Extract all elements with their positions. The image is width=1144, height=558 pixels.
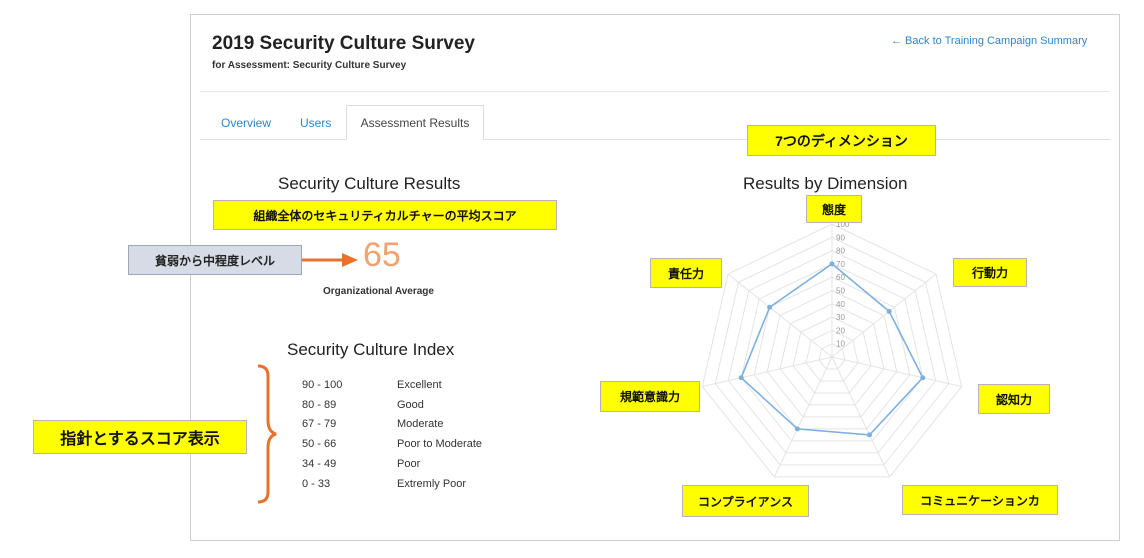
index-label: Excellent bbox=[397, 379, 442, 391]
index-range: 50 - 66 bbox=[302, 438, 337, 450]
index-row: 50 - 66 Poor to Moderate bbox=[302, 438, 482, 450]
index-range: 67 - 79 bbox=[302, 418, 337, 430]
page-title: 2019 Security Culture Survey bbox=[212, 33, 475, 54]
index-label: Extremly Poor bbox=[397, 478, 467, 490]
index-label: Poor to Moderate bbox=[397, 438, 482, 450]
annotation-index: 指針とするスコア表示 bbox=[33, 420, 247, 454]
radar-point bbox=[767, 304, 773, 310]
tab-assessment-results[interactable]: Assessment Results bbox=[346, 105, 484, 140]
results-heading: Security Culture Results bbox=[278, 174, 461, 193]
radar-tick-label: 30 bbox=[836, 313, 845, 322]
index-heading: Security Culture Index bbox=[287, 340, 455, 359]
back-to-campaign-link[interactable]: ← Back to Training Campaign Summary bbox=[891, 35, 1088, 47]
radar-point bbox=[794, 426, 800, 432]
index-range: 90 - 100 bbox=[302, 379, 343, 391]
annotation-level: 貧弱から中程度レベル bbox=[128, 245, 302, 275]
radar-tick-label: 40 bbox=[836, 300, 845, 309]
radar-spoke bbox=[831, 273, 937, 358]
radar-tick-label: 60 bbox=[836, 273, 845, 282]
radar-spoke bbox=[831, 356, 891, 478]
chart-title: Results by Dimension bbox=[743, 174, 908, 193]
page-subtitle: for Assessment: Security Culture Survey bbox=[212, 60, 407, 71]
radar-tick-label: 80 bbox=[836, 247, 845, 256]
axis-label-communication: コミュニケーションカ bbox=[902, 485, 1058, 515]
radar-series-line bbox=[740, 262, 924, 436]
radar-point bbox=[886, 308, 892, 314]
radar-tick-label: 20 bbox=[836, 326, 845, 335]
radar-grid-ring bbox=[766, 289, 898, 418]
tabs-divider bbox=[200, 139, 1110, 140]
radar-grid-ring bbox=[792, 316, 872, 394]
radar-grid-ring bbox=[701, 223, 963, 478]
index-row: 34 - 49 Poor bbox=[302, 458, 420, 470]
index-range: 80 - 89 bbox=[302, 399, 337, 411]
index-row: 90 - 100 Excellent bbox=[302, 379, 442, 391]
radar-point bbox=[867, 432, 873, 438]
radar-spoke bbox=[702, 356, 833, 388]
header-divider bbox=[200, 91, 1110, 92]
axis-label-responsibility: 責任力 bbox=[650, 258, 722, 288]
index-range: 0 - 33 bbox=[302, 478, 331, 490]
organizational-average-label: Organizational Average bbox=[323, 286, 434, 297]
radar-grid-ring bbox=[714, 236, 950, 466]
radar-grid-ring bbox=[779, 303, 885, 406]
index-label: Good bbox=[397, 399, 424, 411]
radar-spoke bbox=[773, 356, 833, 478]
tab-users[interactable]: Users bbox=[300, 116, 332, 130]
index-range: 34 - 49 bbox=[302, 458, 337, 470]
radar-points bbox=[738, 261, 926, 438]
index-label: Moderate bbox=[397, 418, 444, 430]
radar-grid bbox=[701, 223, 963, 478]
radar-grid-ring bbox=[818, 343, 846, 370]
radar-point bbox=[829, 261, 835, 267]
radar-grid-ring bbox=[740, 263, 924, 442]
radar-tick-label: 50 bbox=[836, 287, 845, 296]
radar-spoke bbox=[727, 273, 833, 358]
radar-grid-ring bbox=[727, 250, 937, 454]
tab-overview[interactable]: Overview bbox=[221, 116, 272, 130]
radar-tick-label: 90 bbox=[836, 233, 845, 242]
radar-tick-labels: 10 20 30 40 50 60 70 80 90 100 bbox=[836, 220, 850, 349]
index-row: 67 - 79 Moderate bbox=[302, 418, 443, 430]
radar-tick-label: 10 bbox=[836, 340, 845, 349]
axis-label-cognition: 認知力 bbox=[978, 384, 1050, 414]
radar-tick-label: 70 bbox=[836, 260, 845, 269]
annotation-average: 組織全体のセキュリティカルチャーの平均スコア bbox=[213, 200, 557, 230]
radar-point bbox=[920, 375, 926, 381]
radar-point bbox=[738, 375, 744, 381]
axis-label-compliance: コンプライアンス bbox=[682, 485, 809, 517]
radar-grid-ring bbox=[753, 276, 911, 430]
radar-grid-ring bbox=[805, 329, 859, 382]
axis-label-attitude: 態度 bbox=[806, 195, 862, 223]
radar-spoke bbox=[831, 356, 962, 388]
index-row: 0 - 33 Extremly Poor bbox=[302, 478, 466, 490]
axis-label-behavior: 行動力 bbox=[953, 258, 1027, 287]
radar-tick-label: 100 bbox=[836, 220, 850, 229]
index-bracket bbox=[257, 364, 277, 504]
index-label: Poor bbox=[397, 458, 421, 470]
level-arrow-head bbox=[342, 253, 358, 267]
axis-label-norms: 規範意識力 bbox=[600, 381, 700, 412]
organizational-average-score: 65 bbox=[363, 236, 401, 274]
index-row: 80 - 89 Good bbox=[302, 399, 424, 411]
annotation-dimensions: 7つのディメンション bbox=[747, 125, 936, 156]
